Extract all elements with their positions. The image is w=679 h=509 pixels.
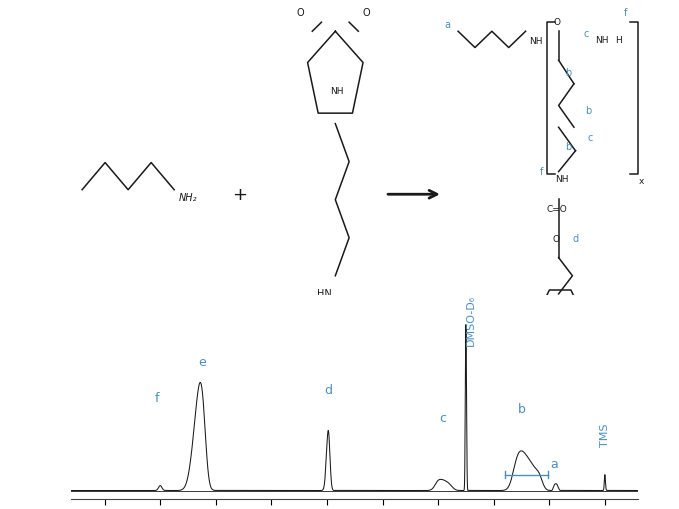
Text: O: O <box>335 375 343 385</box>
Text: H: H <box>614 36 621 45</box>
Text: +: + <box>232 186 247 204</box>
Text: HN: HN <box>316 288 331 298</box>
Text: (NCA-Cbz-Lysine): (NCA-Cbz-Lysine) <box>297 366 374 375</box>
Text: c: c <box>588 133 593 143</box>
Text: (Butyl-poly(cbz-Lysine)x: (Butyl-poly(cbz-Lysine)x <box>519 367 628 377</box>
Text: a: a <box>550 457 557 470</box>
Text: d: d <box>572 234 579 244</box>
Text: O: O <box>362 8 370 18</box>
Text: O: O <box>297 8 305 18</box>
Text: c: c <box>439 411 446 425</box>
Text: c: c <box>583 29 589 39</box>
Text: C=O: C=O <box>343 331 365 342</box>
Text: f: f <box>539 167 543 177</box>
Text: Initiator: Initiator <box>90 345 128 355</box>
Text: NH: NH <box>595 36 609 45</box>
Text: NH: NH <box>529 37 543 46</box>
Text: a: a <box>445 20 450 30</box>
Text: Polymer: Polymer <box>554 334 593 344</box>
Text: b: b <box>517 402 526 415</box>
Text: x: x <box>639 177 644 186</box>
Text: e: e <box>198 355 206 368</box>
Text: b: b <box>585 105 591 116</box>
Text: NH: NH <box>330 87 344 96</box>
Text: b: b <box>565 68 571 77</box>
Text: f: f <box>624 8 627 18</box>
Text: f: f <box>155 391 160 405</box>
Text: NH₂: NH₂ <box>179 192 198 203</box>
Text: e: e <box>530 300 536 310</box>
Text: O: O <box>553 18 561 27</box>
Text: TMS: TMS <box>600 422 610 446</box>
Text: Monomer: Monomer <box>312 331 359 342</box>
Text: b: b <box>565 142 571 152</box>
Text: O: O <box>553 235 559 244</box>
Text: C=O: C=O <box>547 204 568 213</box>
Text: d: d <box>324 383 332 396</box>
Text: (Butyl-amine): (Butyl-amine) <box>78 378 140 387</box>
Text: NH: NH <box>555 174 569 183</box>
Text: DMSO-D₆: DMSO-D₆ <box>465 294 475 345</box>
